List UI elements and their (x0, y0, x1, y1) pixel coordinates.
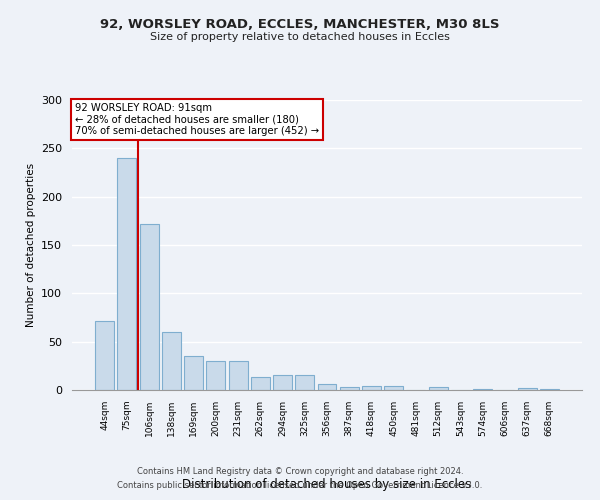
Text: Contains HM Land Registry data © Crown copyright and database right 2024.: Contains HM Land Registry data © Crown c… (137, 467, 463, 476)
Bar (206, 361, 225, 390)
Bar (429, 387, 448, 390)
Bar (251, 378, 270, 390)
Y-axis label: Number of detached properties: Number of detached properties (26, 163, 35, 327)
Bar (95, 322, 114, 390)
Bar (295, 374, 314, 390)
Bar (140, 224, 158, 390)
Bar (340, 387, 359, 390)
Text: Size of property relative to detached houses in Eccles: Size of property relative to detached ho… (150, 32, 450, 42)
X-axis label: Distribution of detached houses by size in Eccles: Distribution of detached houses by size … (182, 478, 472, 491)
Text: 92 WORSLEY ROAD: 91sqm
← 28% of detached houses are smaller (180)
70% of semi-de: 92 WORSLEY ROAD: 91sqm ← 28% of detached… (74, 103, 319, 136)
Bar (540, 389, 559, 390)
Bar (362, 386, 381, 390)
Bar (229, 361, 248, 390)
Bar (118, 158, 136, 390)
Text: Contains public sector information licensed under the Open Government Licence v3: Contains public sector information licen… (118, 481, 482, 490)
Bar (184, 356, 203, 390)
Bar (317, 384, 337, 390)
Bar (473, 389, 492, 390)
Bar (384, 386, 403, 390)
Bar (162, 332, 181, 390)
Bar (273, 374, 292, 390)
Bar (518, 388, 536, 390)
Text: 92, WORSLEY ROAD, ECCLES, MANCHESTER, M30 8LS: 92, WORSLEY ROAD, ECCLES, MANCHESTER, M3… (100, 18, 500, 30)
